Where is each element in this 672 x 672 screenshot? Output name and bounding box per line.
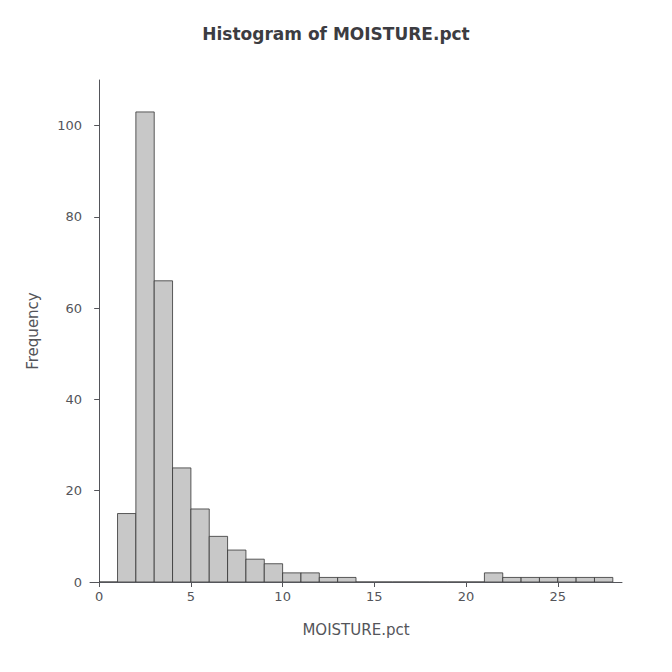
svg-text:Frequency: Frequency xyxy=(24,292,42,370)
svg-text:25: 25 xyxy=(550,589,567,604)
svg-text:0: 0 xyxy=(74,575,82,590)
svg-text:60: 60 xyxy=(65,301,82,316)
svg-text:Histogram of MOISTURE.pct: Histogram of MOISTURE.pct xyxy=(202,24,470,44)
svg-text:100: 100 xyxy=(57,118,82,133)
svg-text:5: 5 xyxy=(187,589,195,604)
svg-text:80: 80 xyxy=(65,209,82,224)
svg-text:0: 0 xyxy=(95,589,103,604)
svg-text:15: 15 xyxy=(366,589,383,604)
svg-text:40: 40 xyxy=(65,392,82,407)
svg-text:MOISTURE.pct: MOISTURE.pct xyxy=(302,621,409,639)
svg-text:20: 20 xyxy=(65,483,82,498)
svg-text:10: 10 xyxy=(274,589,291,604)
svg-text:20: 20 xyxy=(458,589,475,604)
